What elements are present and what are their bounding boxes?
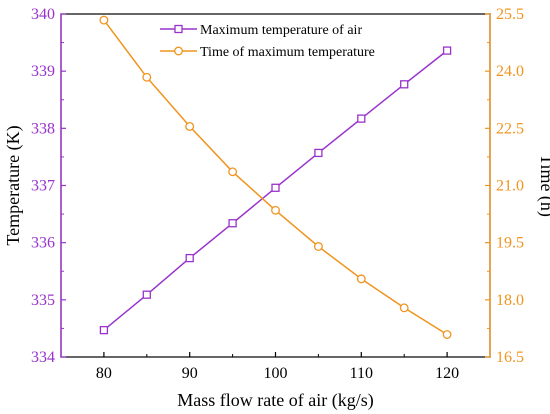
right-y-axis: 16.5 18.0 19.5 21.0 22.5 24.0 25.5 <box>485 6 524 366</box>
right-tick-label: 24.0 <box>496 63 524 80</box>
data-point-time <box>358 275 366 283</box>
right-tick-label: 19.5 <box>496 235 524 252</box>
data-point-time <box>315 243 323 251</box>
x-axis-title: Mass flow rate of air (kg/s) <box>177 390 373 411</box>
right-tick-label: 16.5 <box>496 349 524 366</box>
legend-label-temperature: Maximum temperature of air <box>200 23 362 38</box>
legend-marker-circle <box>175 47 183 55</box>
x-tick-label: 110 <box>350 365 373 382</box>
x-tick-label: 120 <box>435 365 459 382</box>
x-tick-label: 80 <box>96 365 112 382</box>
legend-label-time: Time of maximum temperature <box>200 45 375 60</box>
data-point-time <box>272 206 280 214</box>
left-tick-label: 340 <box>31 6 55 23</box>
data-point-temperature <box>229 220 236 227</box>
data-point-temperature <box>358 115 365 122</box>
data-point-temperature <box>100 327 107 334</box>
legend-item-temperature: Maximum temperature of air <box>160 23 362 38</box>
series-layer <box>100 16 451 338</box>
left-tick-label: 338 <box>31 120 55 137</box>
left-tick-label: 339 <box>31 63 55 80</box>
data-point-time <box>400 304 408 312</box>
data-point-time <box>143 73 151 81</box>
legend-item-time: Time of maximum temperature <box>160 45 375 60</box>
right-tick-label: 21.0 <box>496 178 524 195</box>
right-tick-label: 25.5 <box>496 6 524 23</box>
right-y-axis-title: Time (h) <box>536 154 550 217</box>
data-point-time <box>229 168 237 176</box>
left-tick-label: 334 <box>31 349 55 366</box>
legend: Maximum temperature of air Time of maxim… <box>160 23 375 60</box>
data-point-time <box>186 123 194 131</box>
data-point-temperature <box>401 81 408 88</box>
x-tick-label: 90 <box>182 365 198 382</box>
x-tick-label: 100 <box>264 365 288 382</box>
left-tick-label: 337 <box>31 178 55 195</box>
right-tick-label: 18.0 <box>496 292 524 309</box>
left-tick-label: 335 <box>31 292 55 309</box>
left-y-axis-title: Temperature (K) <box>3 125 24 245</box>
data-point-time <box>443 331 451 339</box>
right-tick-label: 22.5 <box>496 120 524 137</box>
data-point-time <box>100 16 108 24</box>
data-point-temperature <box>444 47 451 54</box>
data-point-temperature <box>143 291 150 298</box>
data-point-temperature <box>315 149 322 156</box>
legend-marker-square <box>175 26 182 33</box>
data-point-temperature <box>272 184 279 191</box>
left-tick-label: 336 <box>31 235 55 252</box>
left-y-axis: 334 335 336 337 338 339 340 <box>31 6 66 366</box>
data-point-temperature <box>186 255 193 262</box>
